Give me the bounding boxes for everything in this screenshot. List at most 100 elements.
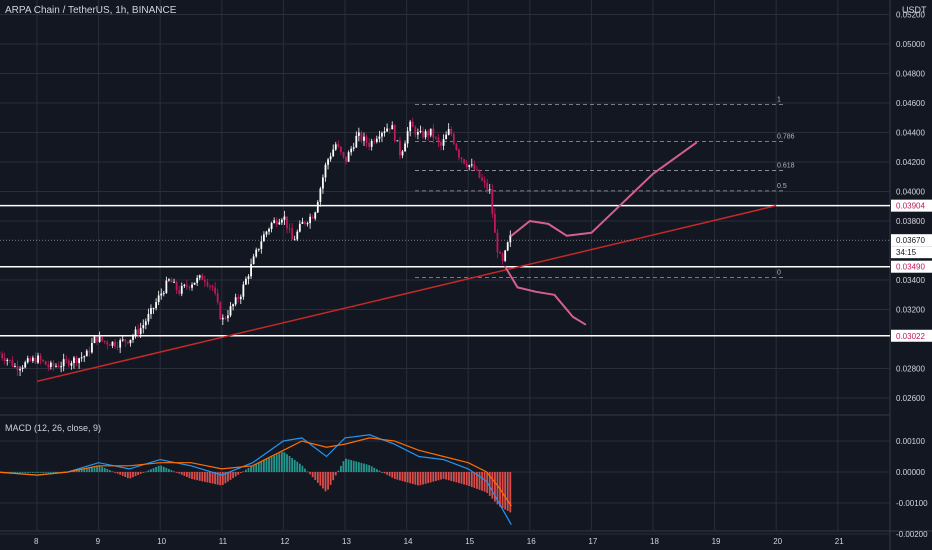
time-axis-label: 13 [342,537,351,546]
macd-histogram-bar [252,464,255,472]
macd-histogram-bar [396,472,399,480]
macd-histogram-bar [111,471,114,473]
macd-histogram-bar [183,472,186,476]
macd-histogram-bar [286,454,288,472]
candle-body [78,358,80,364]
macd-histogram-bar [155,466,157,472]
candle-body [401,151,404,156]
candle-body [198,275,201,278]
candle-body [406,131,409,144]
macd-histogram-bar [44,472,47,473]
macd-histogram-bar [365,464,368,472]
candle-body [26,358,29,363]
macd-histogram-bar [424,472,427,484]
price-axis-tick: 0.03800 [896,217,925,226]
candle-body [229,306,232,316]
candle-body [180,285,183,294]
trendline[interactable] [36,204,777,383]
macd-indicator-label[interactable]: MACD (12, 26, close, 9) [5,423,102,433]
candle-body [304,221,306,224]
macd-histogram-bar [463,472,465,485]
candle-body [183,284,186,286]
macd-histogram-bar [93,466,96,472]
macd-histogram-bar [381,472,383,473]
macd-histogram-bar [185,472,188,478]
macd-histogram-bar [458,472,460,484]
macd-histogram-bar [150,469,152,472]
candle-body [70,363,73,366]
macd-histogram-bar [262,460,265,472]
projection-down-path[interactable] [504,265,587,326]
projection-up-path[interactable] [510,141,698,237]
candle-body [291,228,294,240]
candle-body [378,136,381,139]
macd-histogram-bar [85,467,88,472]
macd-histogram-bar [375,469,378,472]
candle-body [114,341,116,347]
candle-body [355,135,358,148]
macd-histogram-bar [221,472,224,485]
macd-histogram-bar [144,471,147,473]
candle-body [221,317,224,320]
macd-histogram-bar [414,472,417,485]
macd-histogram-bar [206,472,209,483]
candle-body [11,360,14,367]
macd-histogram-bar [19,472,21,473]
candle-body [37,355,39,363]
candle-body [250,264,252,277]
time-axis-label: 8 [34,537,39,546]
macd-histogram-bar [298,463,301,472]
macd-axis-tick: 0.00000 [896,468,925,477]
macd-histogram-bar [416,472,419,486]
candle-body [278,222,281,225]
macd-histogram-bar [509,472,512,513]
candle-body [132,336,134,340]
macd-histogram-bar [21,472,24,473]
candle-body [147,314,150,322]
candle-body [501,253,504,261]
macd-histogram-bar [216,472,219,485]
macd-histogram-bar [134,472,137,477]
candle-body [332,149,335,157]
macd-histogram-bar [442,472,445,479]
macd-histogram-bar [399,472,401,481]
candle-body [124,339,127,342]
macd-histogram-bar [139,472,142,474]
candle-body [227,315,229,319]
candle-body [175,281,178,291]
macd-histogram-bar [42,472,45,473]
macd-histogram-bar [432,472,435,482]
macd-histogram-bar [455,472,458,483]
symbol-title[interactable]: ARPA Chain / TetherUS, 1h, BINANCE [5,5,177,16]
candle-body [396,140,399,142]
candle-body [73,357,75,364]
candle-body [165,280,168,293]
macd-histogram-bar [386,472,388,475]
candle-body [55,365,57,367]
candle-body [144,321,147,326]
candle-body [434,137,437,139]
candle-body [188,286,191,288]
candle-body [496,232,499,253]
candle-body [334,144,337,150]
macd-histogram-bar [493,472,496,502]
candle-body [257,248,260,250]
macd-histogram-bar [129,472,132,479]
candle-body [108,344,111,346]
candle-body [8,359,11,361]
candle-body [301,221,304,224]
candle-body [245,278,247,285]
macd-histogram-bar [337,470,340,472]
macd-histogram-bar [496,472,499,505]
candle-body [357,132,360,136]
macd-histogram-bar [309,472,311,475]
macd-histogram-bar [275,454,278,472]
macd-histogram-bar [445,472,448,480]
macd-histogram-bar [119,472,122,475]
macd-histogram-bar [280,452,283,472]
candle-body [350,148,353,153]
level-price-tag [891,329,932,342]
candle-body [450,128,453,135]
